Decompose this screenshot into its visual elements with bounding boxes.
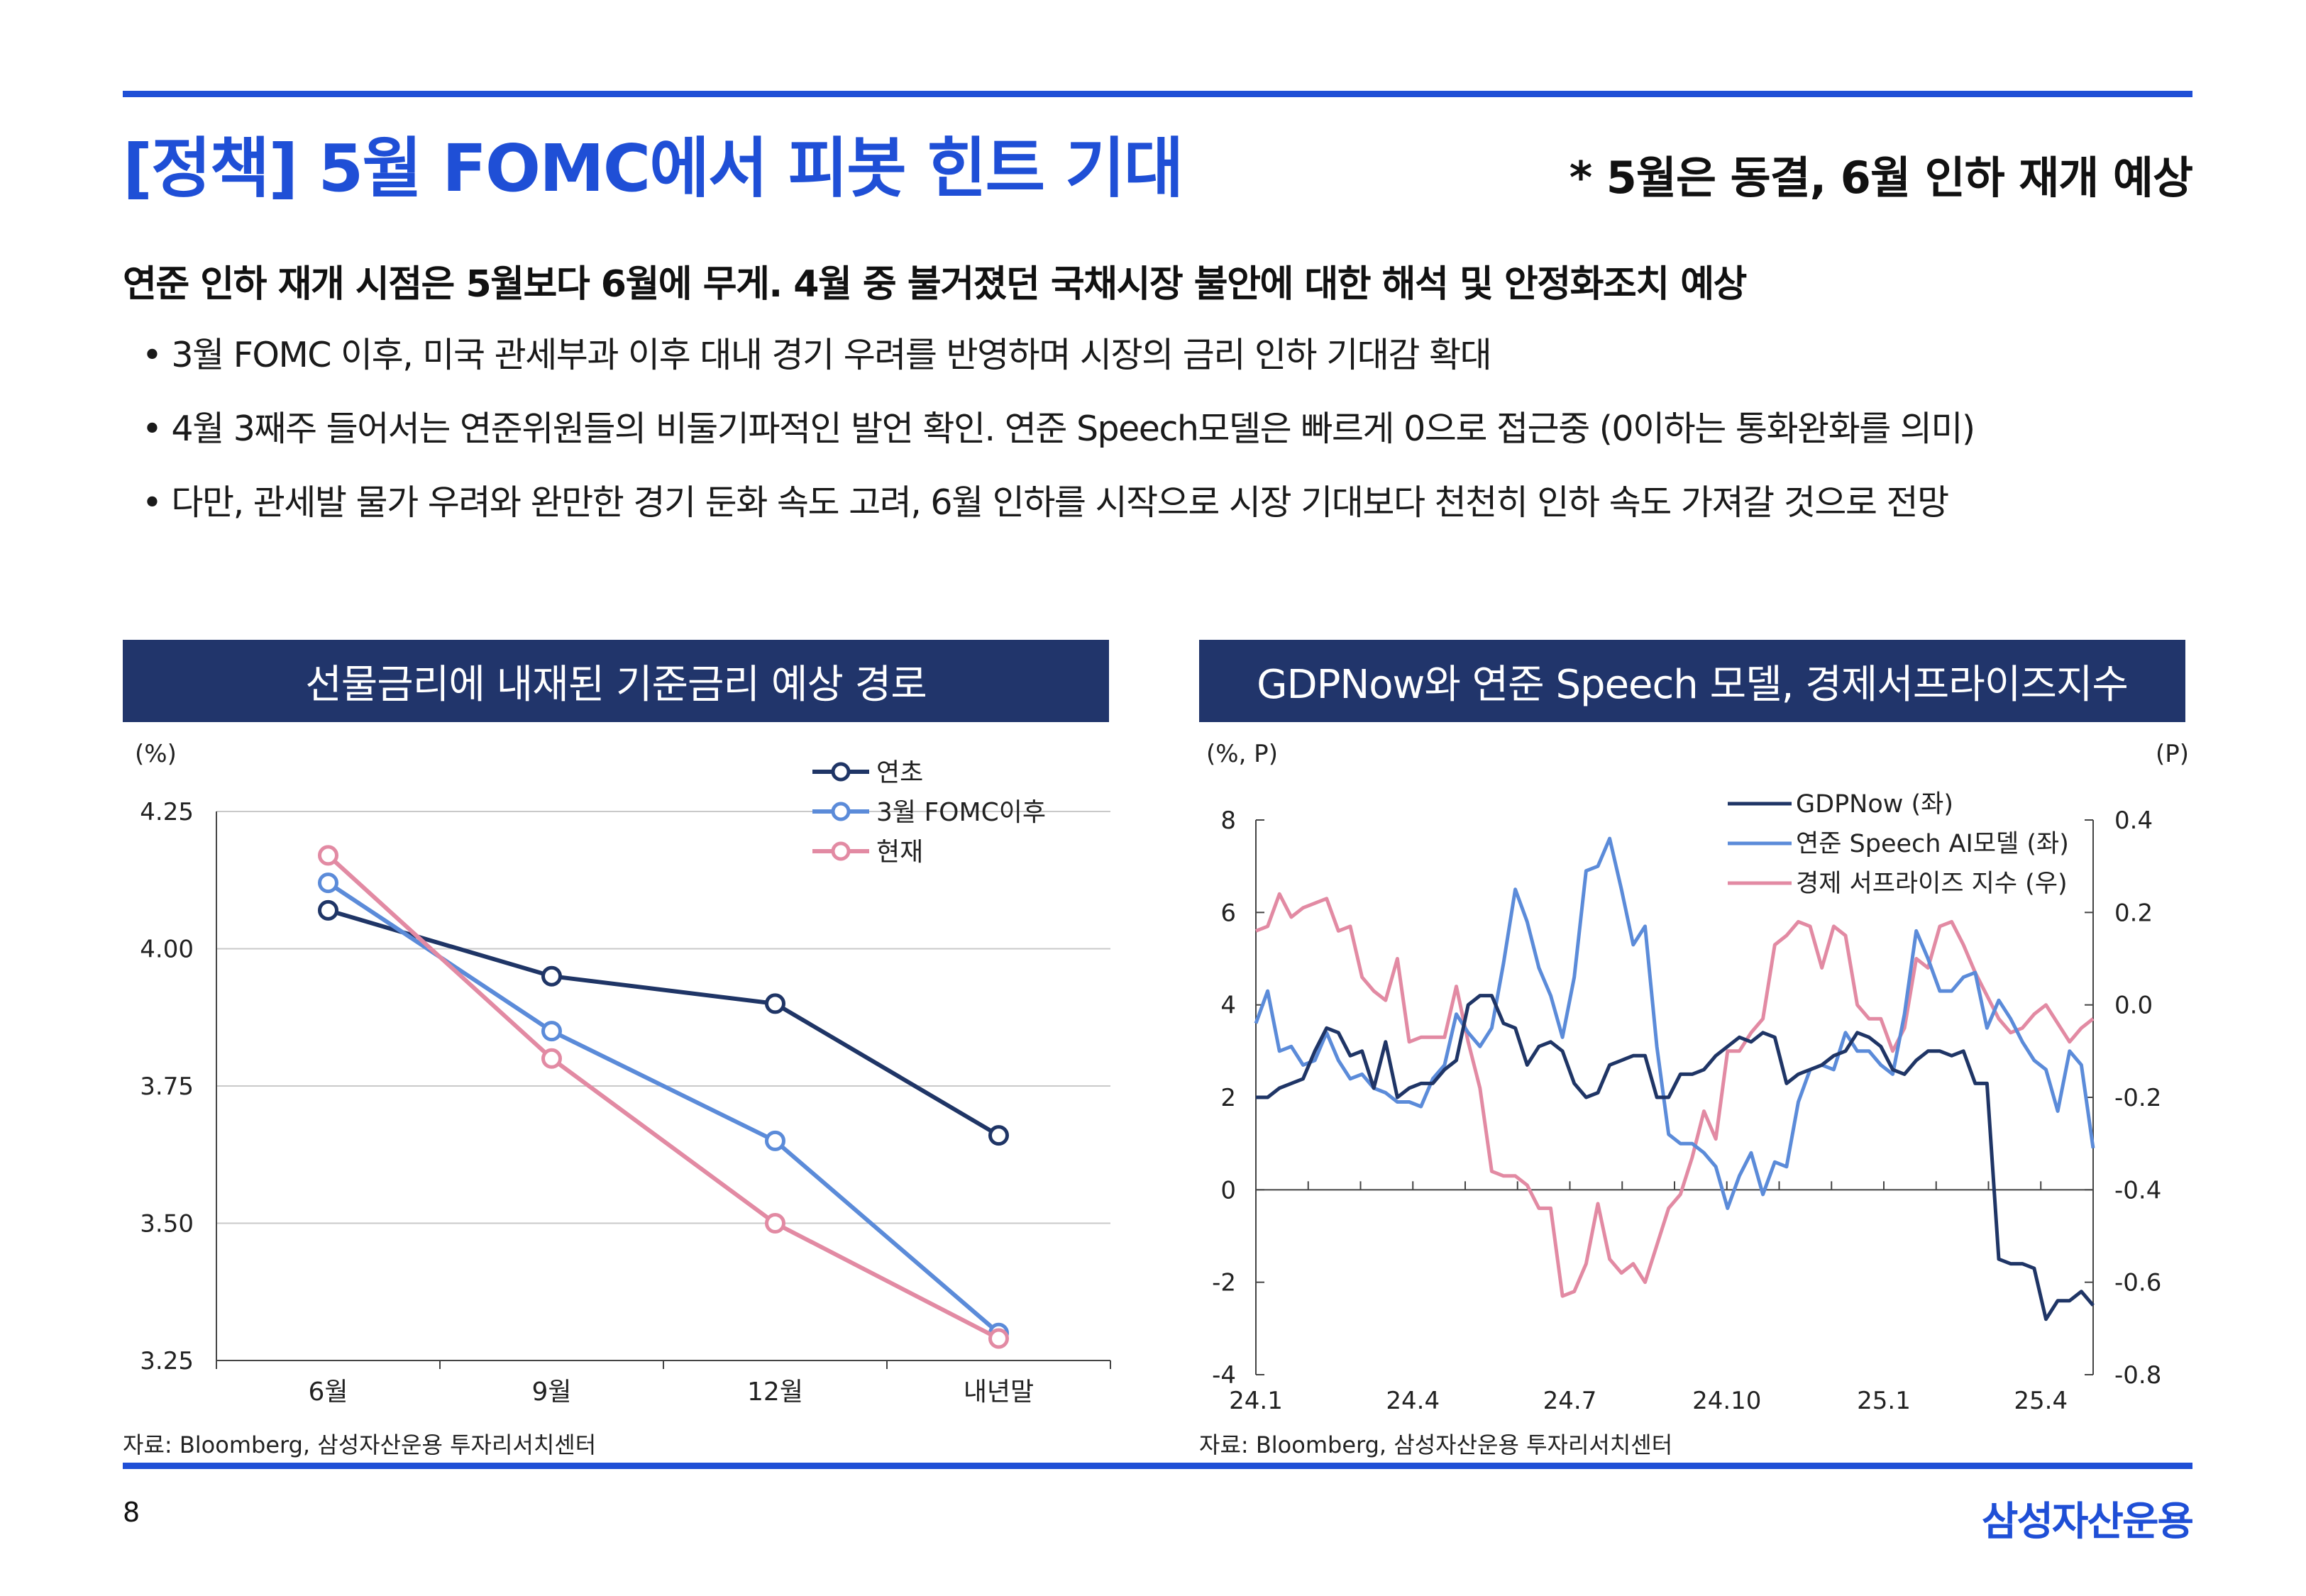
bullet-item: 4월 3째주 들어서는 연준위원들의 비둘기파적인 발언 확인. 연준 Spee… [142, 401, 1975, 475]
y-tick-label-right: -0.2 [2114, 1084, 2161, 1112]
x-tick-label: 6월 [308, 1378, 348, 1407]
legend-label: 현재 [876, 838, 923, 867]
x-tick-label: 24.10 [1692, 1387, 1761, 1415]
data-point [765, 1130, 785, 1151]
x-tick-label: 25.1 [1857, 1387, 1911, 1415]
y-tick-label-left: 4 [1220, 992, 1236, 1020]
series-line [326, 853, 1000, 1341]
gdpnow-speech-chart: (%, P) (P) 8 6 4 2 0 -2 -4 0.4 0.2 0.0 -0.2 -0.4 -0.6 -… [1199, 722, 2207, 1433]
legend-label: 연초 [876, 758, 923, 787]
gdpnow-speech-chart-svg: (%, P) (P) 8 6 4 2 0 -2 -4 0.4 0.2 0.0 -0.2 -0.4 -0.6 -… [1206, 740, 2189, 1415]
right-chart-header: GDPNow와 연준 Speech 모델, 경제서프라이즈지수 [1199, 640, 2185, 722]
data-point [541, 1021, 562, 1042]
x-tick-label: 24.1 [1229, 1387, 1283, 1415]
y-tick-label-left: 6 [1220, 899, 1236, 927]
bottom-rule [123, 1463, 2192, 1469]
y-axis-label-right: (P) [2156, 740, 2189, 768]
left-chart-source: 자료: Bloomberg, 삼성자산운용 투자리서치센터 [123, 1431, 597, 1458]
y-tick-label-left: -4 [1212, 1361, 1236, 1390]
top-rule [123, 91, 2192, 97]
series-line [326, 881, 1000, 1335]
bullet-item: 다만, 관세발 물가 우려와 완만한 경기 둔화 속도 고려, 6월 인하를 시… [142, 475, 1975, 549]
series-line [327, 908, 1000, 1138]
legend-label: 경제 서프라이즈 지수 (우) [1796, 870, 2068, 898]
data-point [765, 993, 785, 1014]
headline: 연준 인하 재개 시점은 5월보다 6월에 무게. 4월 중 불거졌던 국채시장… [123, 263, 1747, 306]
x-tick-label: 12월 [747, 1378, 803, 1407]
x-tick-label: 내년말 [964, 1378, 1034, 1407]
data-point [541, 1048, 562, 1069]
y-tick-label-right: -0.6 [2114, 1269, 2161, 1297]
series-line [1254, 836, 2095, 1210]
y-tick-label-left: 8 [1220, 807, 1236, 835]
legend-marker [831, 802, 851, 821]
y-tick-label-left: 2 [1220, 1084, 1236, 1112]
y-axis-label: (%) [135, 740, 177, 768]
legend-marker [831, 841, 851, 861]
data-point [318, 872, 338, 894]
data-point [318, 899, 338, 921]
y-tick-label-right: -0.8 [2114, 1361, 2161, 1390]
y-tick-label-right: 0.0 [2114, 992, 2153, 1020]
y-tick-label: 3.75 [140, 1073, 194, 1101]
data-point [765, 1213, 785, 1234]
y-tick-label: 3.50 [140, 1210, 194, 1238]
rate-path-chart-svg: (%) 4.25 4.00 3.75 3.50 3.25 6월 9월 12월 내년말 연초 3월 FO… [135, 740, 1111, 1407]
rate-path-chart: (%) 4.25 4.00 3.75 3.50 3.25 6월 9월 12월 내년말 연초 3월 FO… [114, 722, 1121, 1433]
data-point [318, 845, 338, 866]
y-tick-label-right: 0.4 [2114, 807, 2153, 835]
y-axis-label-left: (%, P) [1206, 740, 1278, 768]
data-point [541, 965, 562, 987]
y-tick-label: 3.25 [140, 1347, 194, 1375]
y-tick-label-right: 0.2 [2114, 899, 2153, 927]
y-tick-label-left: -2 [1212, 1269, 1236, 1297]
bullet-list: 3월 FOMC 이후, 미국 관세부과 이후 대내 경기 우려를 반영하며 시장… [142, 328, 1975, 549]
x-tick-label: 24.7 [1543, 1387, 1597, 1415]
page-subtitle: * 5월은 동결, 6월 인하 재개 예상 [1569, 152, 2193, 204]
page-number: 8 [123, 1497, 140, 1528]
series-line [1255, 892, 2095, 1298]
data-point [988, 1328, 1009, 1349]
x-tick-label: 9월 [531, 1378, 571, 1407]
x-tick-label: 24.4 [1386, 1387, 1440, 1415]
data-point [988, 1125, 1009, 1146]
y-tick-label-right: -0.4 [2114, 1176, 2161, 1204]
page-title: [정책] 5월 FOMC에서 피봇 힌트 기대 [123, 131, 1184, 206]
y-tick-label: 4.25 [140, 798, 194, 826]
y-tick-label: 4.00 [140, 936, 194, 964]
left-chart-header: 선물금리에 내재된 기준금리 예상 경로 [123, 640, 1109, 722]
right-chart-source: 자료: Bloomberg, 삼성자산운용 투자리서치센터 [1199, 1431, 1673, 1458]
legend-label: 3월 FOMC이후 [876, 798, 1046, 827]
legend-label: GDPNow (좌) [1796, 790, 1953, 819]
y-tick-label-left: 0 [1220, 1176, 1236, 1204]
bullet-item: 3월 FOMC 이후, 미국 관세부과 이후 대내 경기 우려를 반영하며 시장… [142, 328, 1975, 401]
company-logo: 삼성자산운용 [1981, 1499, 2194, 1545]
series-line [1256, 994, 2095, 1321]
x-tick-label: 25.4 [2014, 1387, 2068, 1415]
legend-label: 연준 Speech AI모델 (좌) [1796, 830, 2069, 858]
legend-marker [831, 762, 851, 782]
